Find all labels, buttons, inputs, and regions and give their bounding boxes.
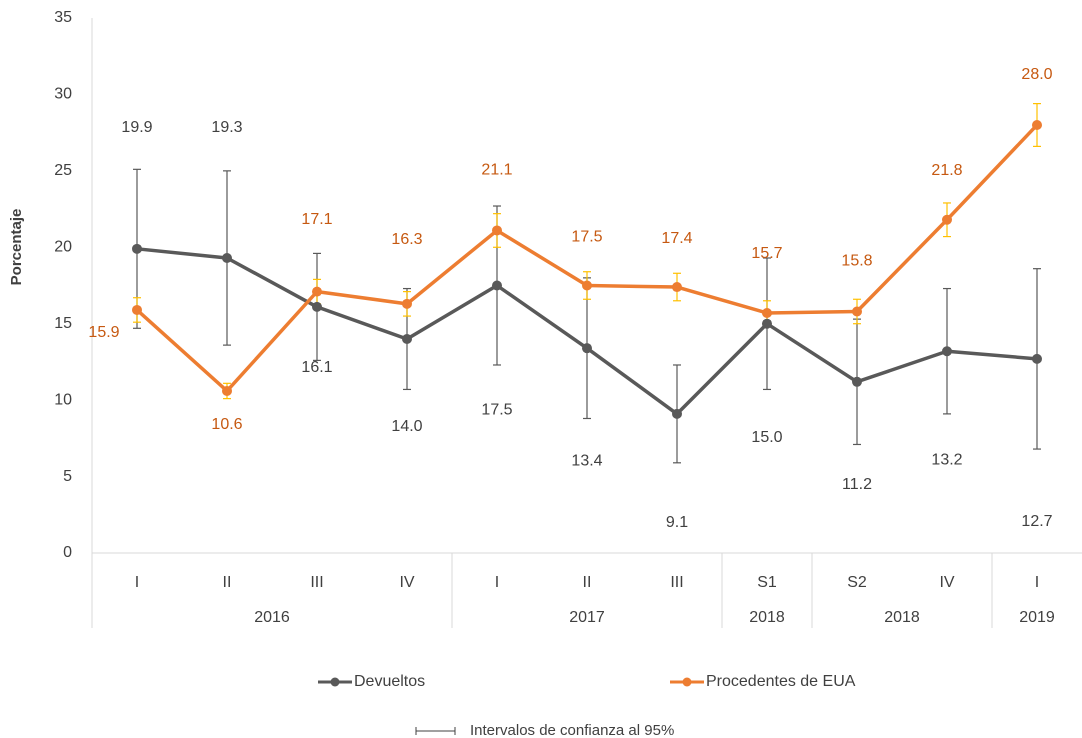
x-tick-label: S1 [757,574,777,591]
point [132,243,142,254]
point [492,280,502,291]
data-label: 11.2 [842,476,872,493]
data-label: 17.1 [301,211,332,228]
legend-label: Procedentes de EUA [706,673,856,690]
group-label: 2017 [569,609,605,626]
point [492,225,502,236]
data-label: 17.4 [661,230,692,247]
data-label: 16.1 [301,359,332,376]
data-label: 19.9 [121,119,152,136]
point [672,408,682,419]
data-label: 15.7 [751,245,782,262]
point [312,286,322,297]
point [1032,353,1042,364]
legend-label: Devueltos [354,673,425,690]
group-label: 2018 [749,609,785,626]
data-label: 15.0 [751,429,782,446]
x-tick-label: II [223,574,232,591]
data-label: 13.4 [571,452,602,469]
group-label: 2016 [254,609,290,626]
y-tick-label: 15 [54,315,72,332]
y-tick-label: 30 [54,86,72,103]
x-tick-label: S2 [847,574,867,591]
point [1032,120,1042,130]
data-label: 28.0 [1021,66,1052,83]
x-tick-label: IV [939,574,954,591]
y-tick-label: 20 [54,239,72,256]
point [312,301,322,312]
group-label: 2019 [1019,609,1055,626]
y-tick-label: 25 [54,162,72,179]
y-axis-label: Porcentaje [8,209,25,286]
y-tick-label: 35 [54,9,72,26]
legend-marker [330,677,340,687]
data-label: 15.8 [841,253,872,270]
point [402,334,412,344]
point [762,318,772,329]
x-tick-label: III [310,574,323,591]
point [222,385,232,396]
note: Intervalos de confianza al 95% [470,722,674,738]
point [222,252,232,263]
x-tick-label: I [135,574,139,591]
point [582,280,592,291]
group-label: 2018 [884,609,920,626]
data-label: 17.5 [481,402,512,419]
data-label: 12.7 [1021,513,1052,530]
data-label: 19.3 [211,119,242,136]
legend-marker [682,677,692,687]
data-label: 10.6 [211,416,242,433]
y-tick-label: 0 [63,544,72,561]
data-label: 17.5 [571,229,602,246]
point [942,214,952,225]
note-icon [415,727,456,735]
data-label: 16.3 [391,231,422,248]
data-label: 13.2 [931,451,962,468]
data-label: 9.1 [666,514,688,531]
point [942,346,952,357]
x-tick-label: III [670,574,683,591]
point [762,308,772,319]
data-label: 15.9 [88,324,119,341]
y-tick-label: 10 [54,391,72,408]
point [582,343,592,354]
data-label: 21.8 [931,162,962,179]
point [402,298,412,309]
data-label: 14.0 [391,418,422,435]
point [132,304,142,315]
point [852,376,862,387]
y-tick-label: 5 [63,468,72,485]
data-label: 21.1 [481,162,512,179]
point [672,282,682,293]
x-tick-label: I [1035,574,1039,591]
x-tick-label: II [583,574,592,591]
point [852,306,862,317]
x-tick-label: IV [399,574,414,591]
x-tick-label: I [495,574,499,591]
